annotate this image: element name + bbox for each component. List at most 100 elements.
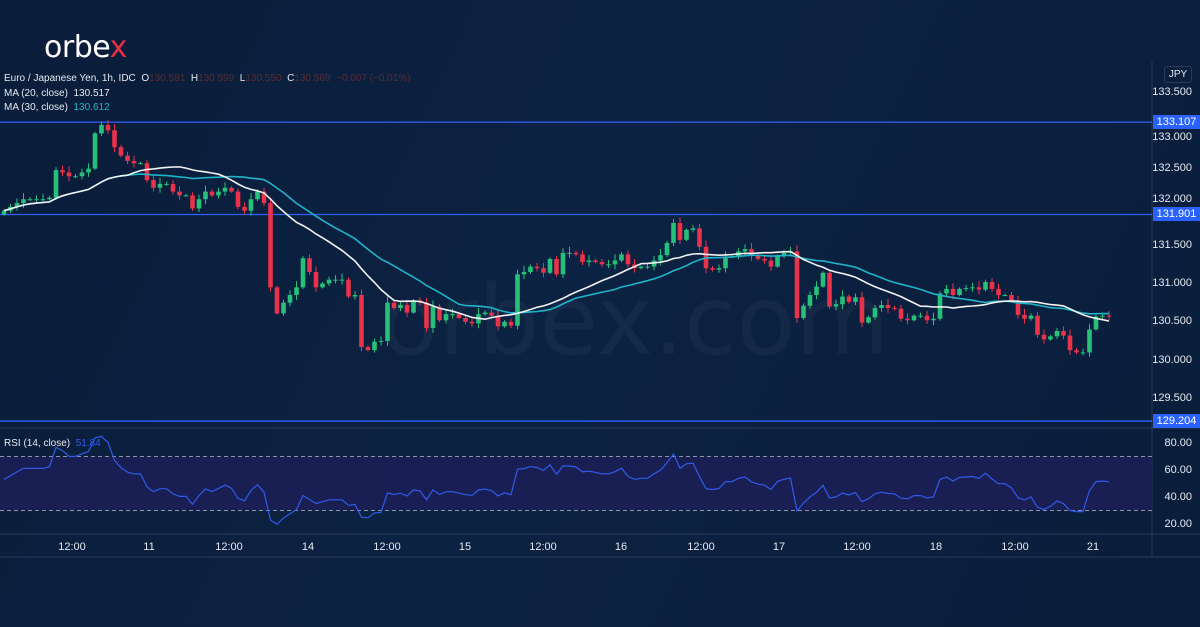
candle-up — [93, 133, 98, 168]
chart-canvas[interactable] — [0, 0, 1200, 627]
candle-down — [795, 251, 800, 318]
ma20-line — [4, 167, 1109, 321]
candle-up — [613, 261, 618, 265]
candle-up — [691, 228, 696, 230]
symbol-name[interactable]: Euro / Japanese Yen, 1h, IDC — [4, 73, 136, 84]
candle-down — [125, 156, 130, 161]
time-tick: 16 — [615, 541, 627, 554]
candle-up — [158, 184, 163, 188]
candle-down — [535, 267, 540, 269]
candle-up — [723, 257, 728, 268]
rsi-tick: 20.00 — [1148, 518, 1192, 531]
candle-up — [944, 289, 949, 294]
level-price-tag[interactable]: 133.107 — [1153, 115, 1200, 129]
candle-up — [931, 319, 936, 321]
level-price-tag[interactable]: 131.901 — [1153, 207, 1200, 221]
candle-down — [210, 192, 215, 196]
ma30-legend[interactable]: MA (30, close) 130.612 — [4, 102, 110, 114]
candle-up — [639, 267, 644, 269]
ma30-label: MA (30, close) — [4, 102, 68, 113]
candle-up — [431, 306, 436, 327]
candle-up — [606, 264, 611, 265]
price-tick: 129.500 — [1148, 392, 1192, 405]
candle-up — [483, 313, 488, 315]
candle-down — [892, 308, 897, 309]
candle-up — [1003, 295, 1008, 296]
candle-down — [1035, 316, 1040, 335]
rsi-band — [0, 457, 1152, 511]
price-tick: 130.000 — [1148, 354, 1192, 367]
candle-up — [34, 199, 39, 200]
candle-up — [964, 288, 969, 289]
rsi-tick: 60.00 — [1148, 464, 1192, 477]
time-tick: 17 — [773, 541, 785, 554]
candle-down — [951, 289, 956, 295]
candle-down — [229, 188, 234, 192]
candle-up — [587, 261, 592, 263]
candle-down — [1068, 336, 1073, 351]
level-price-tag[interactable]: 129.204 — [1153, 414, 1200, 428]
candle-up — [333, 280, 338, 281]
candle-up — [912, 316, 917, 321]
change-value: −0.007 (−0.01%) — [336, 73, 411, 84]
candle-down — [1009, 295, 1014, 300]
candle-up — [203, 192, 208, 200]
candle-up — [86, 169, 91, 173]
ma20-legend[interactable]: MA (20, close) 130.517 — [4, 88, 110, 100]
candle-up — [21, 199, 26, 203]
candle-down — [996, 289, 1001, 295]
ma20-value: 130.517 — [73, 88, 109, 99]
time-tick: 11 — [143, 541, 154, 554]
candle-down — [977, 287, 982, 289]
currency-button[interactable]: JPY — [1164, 66, 1192, 83]
candle-up — [73, 176, 78, 177]
candle-down — [762, 259, 767, 261]
candle-up — [561, 253, 566, 274]
candle-up — [743, 249, 748, 251]
candle-up — [372, 342, 377, 350]
candle-down — [710, 268, 715, 270]
logo-text: orbe — [44, 30, 110, 65]
price-tick: 132.000 — [1148, 193, 1192, 206]
time-tick: 15 — [459, 541, 471, 554]
candle-up — [281, 303, 286, 314]
price-tick: 133.500 — [1148, 86, 1192, 99]
candle-up — [444, 314, 449, 320]
candle-up — [528, 267, 533, 272]
candle-down — [847, 297, 852, 302]
candle-up — [138, 163, 143, 164]
candle-down — [275, 287, 280, 313]
time-tick: 12:00 — [529, 541, 557, 554]
candle-up — [1100, 316, 1105, 317]
rsi-legend[interactable]: RSI (14, close) 51.84 — [4, 438, 101, 450]
candle-down — [580, 254, 585, 262]
candle-down — [346, 280, 351, 297]
candle-up — [938, 293, 943, 318]
candle-up — [1087, 329, 1092, 352]
candle-up — [327, 280, 332, 284]
price-tick: 132.500 — [1148, 162, 1192, 175]
time-tick: 12:00 — [373, 541, 401, 554]
candle-up — [164, 184, 169, 185]
candle-down — [600, 262, 605, 264]
candle-up — [684, 230, 689, 240]
candle-down — [899, 309, 904, 319]
candle-down — [307, 258, 312, 272]
open-label: O — [141, 73, 149, 84]
time-tick: 12:00 — [215, 541, 243, 554]
candle-down — [67, 172, 72, 176]
candle-up — [502, 322, 507, 327]
candle-down — [424, 303, 429, 328]
candle-down — [119, 147, 124, 155]
candle-down — [1107, 316, 1112, 317]
candle-up — [197, 199, 202, 208]
candle-up — [645, 267, 650, 268]
close-value: 130.569 — [294, 73, 330, 84]
candle-down — [1042, 335, 1047, 340]
ma30-line — [4, 174, 1109, 314]
candle-up — [548, 259, 553, 273]
candle-down — [827, 273, 832, 307]
candle-down — [593, 261, 598, 263]
candle-up — [983, 282, 988, 290]
logo-x: x — [110, 30, 127, 65]
